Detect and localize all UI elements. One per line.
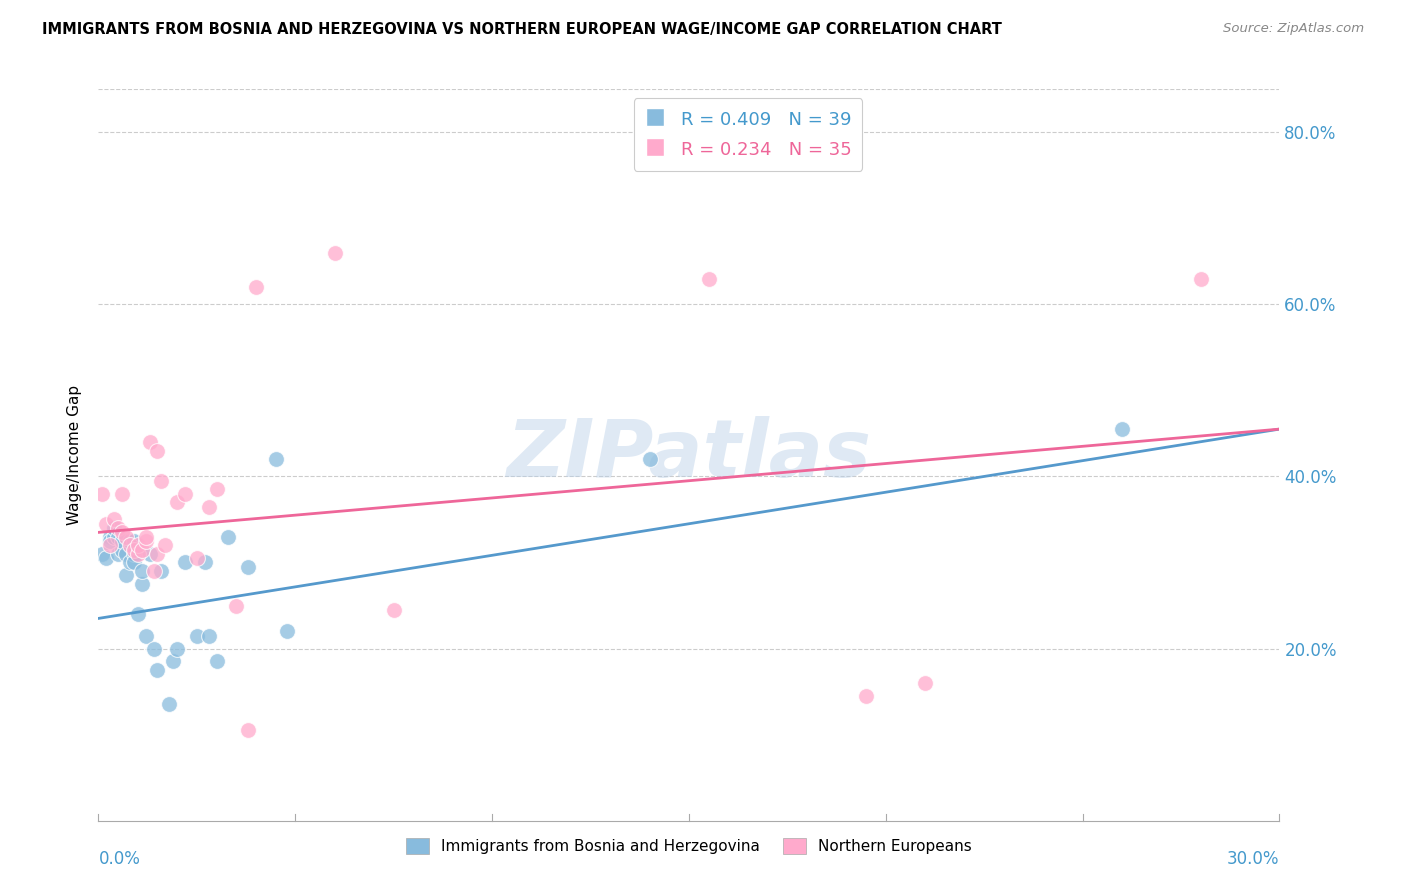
Point [697,271,720,285]
Point [150,564,173,578]
Point [186,551,208,566]
Point [122,533,145,548]
Point [96,516,118,531]
Point [98,533,121,548]
Text: IMMIGRANTS FROM BOSNIA AND HERZEGOVINA VS NORTHERN EUROPEAN WAGE/INCOME GAP CORR: IMMIGRANTS FROM BOSNIA AND HERZEGOVINA V… [42,22,1002,37]
Point [111,542,134,557]
Point [162,655,184,669]
Point [166,495,188,509]
Point [142,564,165,578]
Point [115,568,138,582]
Point [107,547,129,561]
Point [91,486,114,500]
Point [855,689,877,703]
Point [135,530,157,544]
Text: Source: ZipAtlas.com: Source: ZipAtlas.com [1223,22,1364,36]
Point [146,443,169,458]
Point [276,624,298,639]
Point [127,607,149,621]
Y-axis label: Wage/Income Gap: Wage/Income Gap [67,384,83,525]
Point [236,559,259,574]
Point [264,452,287,467]
Point [131,564,153,578]
Text: ZIPatlas: ZIPatlas [506,416,872,494]
Point [115,530,138,544]
Point [382,603,405,617]
Point [323,245,346,260]
Point [1111,422,1133,436]
Point [103,521,125,535]
Point [122,547,145,561]
Point [205,483,228,497]
Point [111,533,134,548]
Point [96,551,118,566]
Point [197,500,219,514]
Point [142,641,165,656]
Point [131,542,153,557]
Point [166,641,188,656]
Point [197,629,219,643]
Point [155,538,177,552]
Point [127,547,149,561]
Point [146,663,169,677]
Legend: Immigrants from Bosnia and Herzegovina, Northern Europeans: Immigrants from Bosnia and Herzegovina, … [399,832,979,861]
Point [194,556,217,570]
Point [135,533,157,548]
Point [138,435,160,450]
Point [131,577,153,591]
Text: 30.0%: 30.0% [1227,850,1279,868]
Text: 0.0%: 0.0% [98,850,141,868]
Point [111,525,134,540]
Point [186,629,208,643]
Point [1189,271,1212,285]
Point [236,723,259,738]
Point [98,530,121,544]
Point [122,556,145,570]
Point [217,530,239,544]
Point [146,547,169,561]
Point [174,486,197,500]
Point [122,542,145,557]
Point [135,629,157,643]
Point [98,538,121,552]
Point [107,521,129,535]
Point [127,538,149,552]
Point [157,698,180,712]
Point [205,655,228,669]
Point [245,280,267,294]
Point [118,533,141,548]
Point [118,556,141,570]
Point [107,530,129,544]
Point [150,474,173,488]
Point [174,556,197,570]
Point [115,547,138,561]
Point [914,676,936,690]
Point [103,530,125,544]
Point [91,547,114,561]
Point [225,599,247,613]
Point [138,547,160,561]
Point [103,512,125,526]
Point [638,452,661,467]
Point [118,538,141,552]
Point [111,486,134,500]
